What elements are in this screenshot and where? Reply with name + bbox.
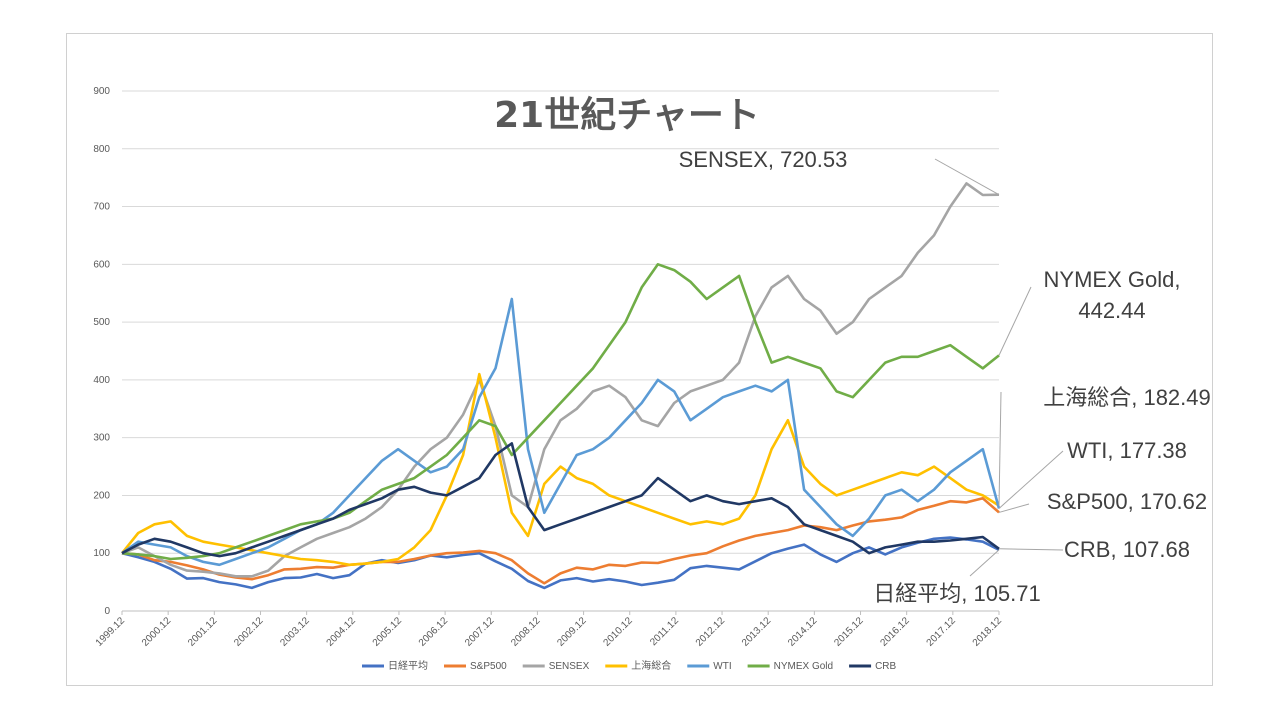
callout-label: S&P500, 170.62 bbox=[1047, 489, 1207, 514]
axes: 0 100 200 300 400 500 600 700 800 900 1999.12 2000.… bbox=[93, 86, 1004, 649]
x-tick-label: 2016.12 bbox=[878, 615, 912, 649]
data-callouts: SENSEX, 720.53 NYMEX Gold, 442.44 上海総合, 182… bbox=[679, 147, 1211, 606]
callout-leader-line bbox=[934, 158, 1000, 196]
x-tick-label: 2017.12 bbox=[925, 615, 959, 649]
chart-title: 21世紀チャート bbox=[494, 95, 760, 136]
series-line-6 bbox=[121, 442, 1000, 558]
legend-item-label: SENSEX bbox=[549, 661, 590, 672]
y-tick-label: 200 bbox=[93, 490, 110, 501]
legend-item-label: 日経平均 bbox=[388, 659, 428, 672]
legend-item-label: 上海総合 bbox=[631, 659, 671, 672]
x-tick-label: 1999.12 bbox=[94, 615, 128, 649]
x-tick-label: 2008.12 bbox=[509, 615, 543, 649]
x-tick-label: 2000.12 bbox=[140, 615, 174, 649]
x-tick-label: 2001.12 bbox=[186, 615, 220, 649]
series-lines bbox=[120, 182, 1001, 590]
y-tick-label: 700 bbox=[93, 202, 110, 213]
y-tick-label: 900 bbox=[93, 86, 110, 97]
series-line-3 bbox=[120, 372, 1000, 567]
x-tick-label: 2004.12 bbox=[325, 615, 359, 649]
x-tick-label: 2013.12 bbox=[740, 615, 774, 649]
legend-item-label: S&P500 bbox=[470, 661, 507, 672]
callout-label: CRB, 107.68 bbox=[1064, 537, 1190, 562]
chart-area: 0 100 200 300 400 500 600 700 800 900 1999.12 2000.… bbox=[66, 33, 1213, 686]
x-tick-label: 2009.12 bbox=[555, 615, 589, 649]
line-chart: 0 100 200 300 400 500 600 700 800 900 1999.12 2000.… bbox=[93, 86, 1211, 672]
y-tick-label: 100 bbox=[93, 548, 110, 559]
callout-leader-line bbox=[998, 286, 1032, 356]
x-tick-label: 2006.12 bbox=[417, 615, 451, 649]
x-tick-label: 2010.12 bbox=[602, 615, 636, 649]
y-tick-label: 800 bbox=[93, 144, 110, 155]
series-line-4 bbox=[121, 297, 1001, 567]
x-tick-label: 2007.12 bbox=[463, 615, 497, 649]
callout-leader-line bbox=[998, 391, 1002, 506]
x-tick-label: 2012.12 bbox=[694, 615, 728, 649]
series-line-0 bbox=[121, 536, 1000, 590]
callout-label: 上海総合, 182.49 bbox=[1043, 385, 1211, 410]
x-tick-label: 2015.12 bbox=[832, 615, 866, 649]
callout-label: WTI, 177.38 bbox=[1067, 438, 1187, 463]
gridlines bbox=[122, 90, 999, 612]
x-tick-label: 2003.12 bbox=[278, 615, 312, 649]
legend-item-label: NYMEX Gold bbox=[774, 661, 833, 672]
y-tick-label: 500 bbox=[93, 317, 110, 328]
x-tick-label: 2005.12 bbox=[371, 615, 405, 649]
series-line-1 bbox=[121, 497, 1000, 585]
legend: 日経平均 S&P500 SENSEX 上海総合 WTI NYMEX Gold CRB bbox=[362, 659, 897, 672]
callout-label-value: 442.44 bbox=[1078, 298, 1145, 323]
x-tick-label: 2014.12 bbox=[786, 615, 820, 649]
legend-item-label: WTI bbox=[713, 661, 731, 672]
callout-leader-line bbox=[998, 503, 1030, 513]
y-tick-label: 400 bbox=[93, 375, 110, 386]
callout-leader-line bbox=[969, 549, 1000, 577]
callout-label: NYMEX Gold, bbox=[1044, 267, 1181, 292]
callout-label: 日経平均, 105.71 bbox=[873, 581, 1041, 606]
series-line-5 bbox=[121, 263, 1000, 561]
x-tick-label: 2011.12 bbox=[648, 615, 681, 648]
callout-leader-line bbox=[998, 450, 1064, 509]
y-tick-label: 600 bbox=[93, 259, 110, 270]
y-tick-label: 300 bbox=[93, 433, 110, 444]
callout-label: SENSEX, 720.53 bbox=[679, 147, 848, 172]
y-tick-label: 0 bbox=[104, 606, 110, 617]
x-tick-label: 2018.12 bbox=[971, 615, 1005, 649]
legend-item-label: CRB bbox=[875, 661, 896, 672]
x-tick-label: 2002.12 bbox=[232, 615, 266, 649]
series-line-2 bbox=[121, 182, 1000, 578]
callout-leader-line bbox=[998, 548, 1064, 551]
